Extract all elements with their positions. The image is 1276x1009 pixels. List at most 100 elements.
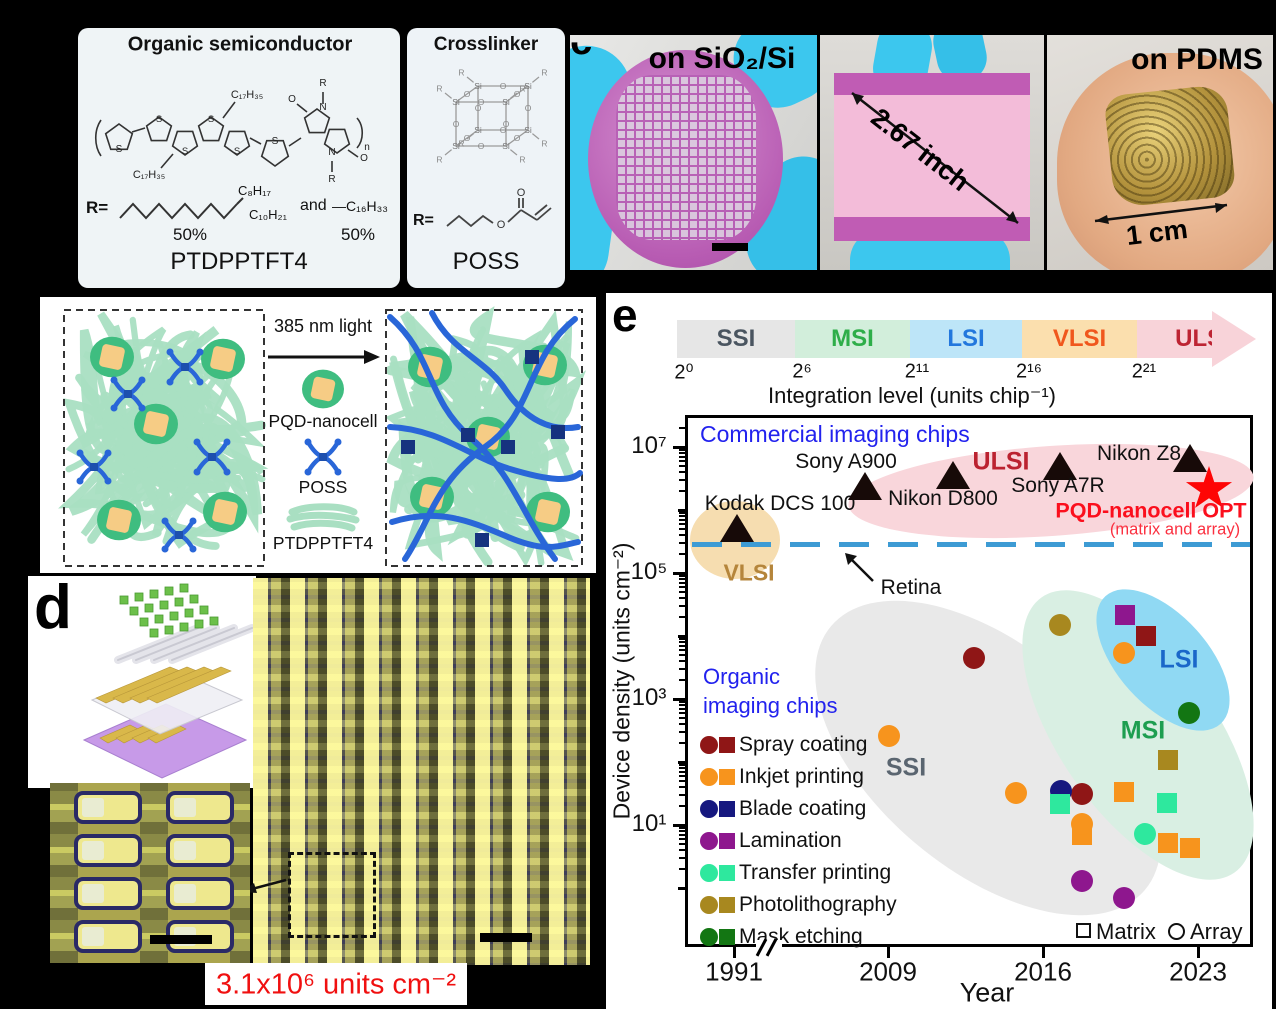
legend-square-icon [719, 865, 735, 881]
y-minor-tick [679, 641, 685, 644]
y-tick-label: 10⁷ [631, 432, 667, 459]
y-minor-tick [679, 742, 685, 745]
y-minor-tick [679, 653, 685, 656]
svg-text:S: S [156, 114, 162, 125]
fifty-percent-left: 50% [172, 225, 208, 244]
legend-method-label: Blade coating [739, 797, 867, 820]
integration-tick: 2⁰ [674, 361, 694, 384]
panel-b-drawing: 385 nm light PQD-nanocell POSS PTDPPTFT4 [58, 306, 587, 567]
integration-bar-label: LSI [947, 325, 985, 352]
svg-text:S: S [116, 144, 123, 155]
y-minor-tick [679, 730, 685, 733]
unit-cell [166, 791, 234, 824]
y-minor-tick [679, 553, 685, 556]
svg-text:S: S [234, 146, 240, 157]
retina-label: Retina [880, 576, 942, 599]
y-minor-tick [679, 448, 685, 451]
x-tick-label: 2016 [1014, 956, 1072, 987]
y-tick-label: 10¹ [631, 810, 667, 837]
svg-text:O: O [500, 81, 507, 91]
svg-text:Si: Si [524, 125, 532, 135]
data-point-square [1050, 794, 1070, 814]
data-point-circle [1178, 702, 1200, 724]
x-tick [1196, 947, 1200, 958]
svg-text:O: O [514, 89, 521, 99]
r-equals-label: R= [86, 198, 109, 217]
acrylate-drawing: OO [446, 187, 552, 231]
y-minor-tick [679, 534, 685, 537]
unit-cell-pad [174, 798, 196, 817]
y-minor-tick [679, 541, 685, 544]
roi-dashed-box [288, 852, 376, 938]
array-micrograph-zoom [50, 783, 250, 963]
photo-film-sample: 2.67 inch [820, 35, 1044, 270]
unit-cell [74, 834, 142, 867]
scale-bar [150, 935, 212, 944]
y-minor-tick [679, 464, 685, 467]
data-point-circle [1113, 887, 1135, 909]
y-minor-tick [679, 574, 685, 577]
unit-cell [74, 877, 142, 910]
y-minor-tick [679, 826, 685, 829]
data-point-square [1158, 833, 1178, 853]
panel-e-label: e [612, 289, 638, 341]
svg-text:R: R [519, 155, 525, 165]
integration-tick: 2⁶ [792, 360, 812, 383]
svg-text:R: R [458, 139, 464, 149]
y-minor-tick [679, 585, 685, 588]
y-tick-label: 10⁵ [630, 558, 668, 585]
integration-bar-segment-vlsi [1022, 320, 1137, 358]
y-minor-tick [679, 459, 685, 462]
array-circle-icon [1168, 923, 1185, 940]
svg-text:Si: Si [524, 81, 532, 91]
unit-cell-pad [82, 927, 104, 946]
region-label-ssi: SSI [885, 753, 927, 782]
y-minor-tick [679, 723, 685, 726]
y-minor-tick [679, 779, 685, 782]
svg-text:O: O [288, 94, 296, 105]
pqd-sub-label: (matrix and array) [1109, 520, 1241, 539]
alkyl-chain-drawing [119, 197, 244, 220]
crosslinker-title: Crosslinker [433, 34, 539, 55]
y-minor-tick [679, 711, 685, 714]
svg-text:PTDPPTFT4: PTDPPTFT4 [273, 533, 373, 553]
svg-text:O: O [464, 89, 471, 99]
unit-cell-pad [174, 841, 196, 860]
legend-circle-icon [700, 768, 718, 786]
svg-text:R: R [436, 155, 442, 165]
region-label-lsi: LSI [1159, 645, 1199, 674]
integration-bar-arrowhead [1212, 311, 1256, 367]
y-minor-tick [679, 679, 685, 682]
panel-a-organic-box [78, 28, 400, 288]
legend-square-icon [719, 897, 735, 913]
svg-text:Si: Si [502, 97, 510, 107]
y-tick [678, 635, 685, 638]
unit-cell-pad [174, 884, 196, 903]
svg-text:R: R [319, 78, 326, 89]
region-label-vlsi: VLSI [723, 559, 775, 586]
y-minor-tick [679, 868, 685, 871]
unit-cell [166, 877, 234, 910]
scale-bar [480, 933, 532, 942]
svg-text:O: O [517, 187, 526, 199]
y-tick [673, 446, 685, 449]
chart-plot-area: ULSI VLSI SSI MSI LSI Retina Commercial imagin… [685, 415, 1276, 976]
y-minor-tick [679, 597, 685, 600]
region-label-msi: MSI [1120, 716, 1166, 745]
svg-text:N: N [319, 102, 326, 113]
y-minor-tick [679, 667, 685, 670]
commercial-chips-label: Commercial imaging chips [700, 421, 970, 447]
ptdpptft4-name: PTDPPTFT4 [170, 248, 308, 275]
camera-label: Nikon D800 [888, 487, 998, 510]
integration-tick: 2²¹ [1131, 360, 1157, 383]
unit-cell-pad [82, 841, 104, 860]
y-minor-tick [679, 704, 685, 707]
y-tick [673, 824, 685, 827]
integration-tick: 2¹⁶ [1015, 360, 1043, 383]
svg-text:R: R [436, 84, 442, 94]
integration-bar-label: VLSI [1052, 325, 1107, 352]
data-point-circle [1049, 614, 1071, 636]
unit-cell [74, 920, 142, 953]
legend-square-icon [719, 929, 735, 945]
